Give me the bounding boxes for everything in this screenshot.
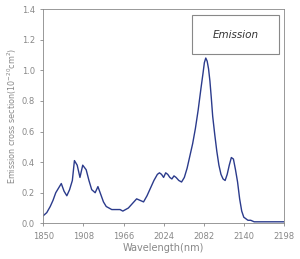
- X-axis label: Wavelength(nm): Wavelength(nm): [123, 243, 204, 254]
- FancyBboxPatch shape: [193, 16, 279, 54]
- Y-axis label: Emission cross section$(10^{-20}$cm$^2)$: Emission cross section$(10^{-20}$cm$^2)$: [6, 48, 19, 184]
- Text: Emission: Emission: [213, 30, 259, 40]
